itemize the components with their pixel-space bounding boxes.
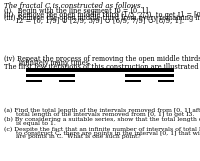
Text: I2 = [0, 1/9] ∪ [2/9, 3/9] ∪ [6/9, 7/9] ∪ [8/9, 1].: I2 = [0, 1/9] ∪ [2/9, 3/9] ∪ [6/9, 7/9] … (16, 17, 184, 25)
Text: (i)   Begin with the line segment I0 = [0, 1].: (i) Begin with the line segment I0 = [0,… (4, 7, 150, 15)
Bar (26, 74, 75, 77)
Text: total length of the intervals removed from [0, 1] to get I3.: total length of the intervals removed fr… (4, 112, 194, 117)
Text: (b) By considering a suitable series, show that the total length of all of the i: (b) By considering a suitable series, sh… (4, 117, 200, 123)
Text: (ii)  Remove the open middle third (1/3, 2/3), to get I1 = [0, 1/3] ∪ [2/3, 1].: (ii) Remove the open middle third (1/3, … (4, 11, 200, 19)
Text: to construct C, there are points in the interval [0, 1] that will never be remov: to construct C, there are points in the … (4, 131, 200, 136)
Bar (59, 80, 75, 82)
Bar (158, 80, 174, 82)
Bar (26, 80, 42, 82)
Text: (a) Find the total length of the intervals removed from [0, 1] after three itera: (a) Find the total length of the interva… (4, 108, 200, 113)
Text: are points in C.  What is one such point?: are points in C. What is one such point? (4, 134, 141, 139)
Text: The first few iterations of this construction are illustrated below.: The first few iterations of this constru… (4, 63, 200, 71)
Text: is equal to 1.: is equal to 1. (4, 121, 56, 126)
Bar (26, 68, 174, 72)
Bar (125, 80, 141, 82)
Text: (iv) Repeat the process of removing the open middle thirds of the remaining line: (iv) Repeat the process of removing the … (4, 55, 200, 63)
Bar (125, 74, 174, 77)
Text: infinitely many times.: infinitely many times. (4, 59, 91, 67)
Text: (iii) Remove the open middle third from every remaining line segment, to get: (iii) Remove the open middle third from … (4, 14, 200, 23)
Text: (c) Despite the fact that an infinite number of intervals of total length 1 have: (c) Despite the fact that an infinite nu… (4, 127, 200, 132)
Text: The fractal C is constructed as follows.: The fractal C is constructed as follows. (4, 2, 143, 10)
